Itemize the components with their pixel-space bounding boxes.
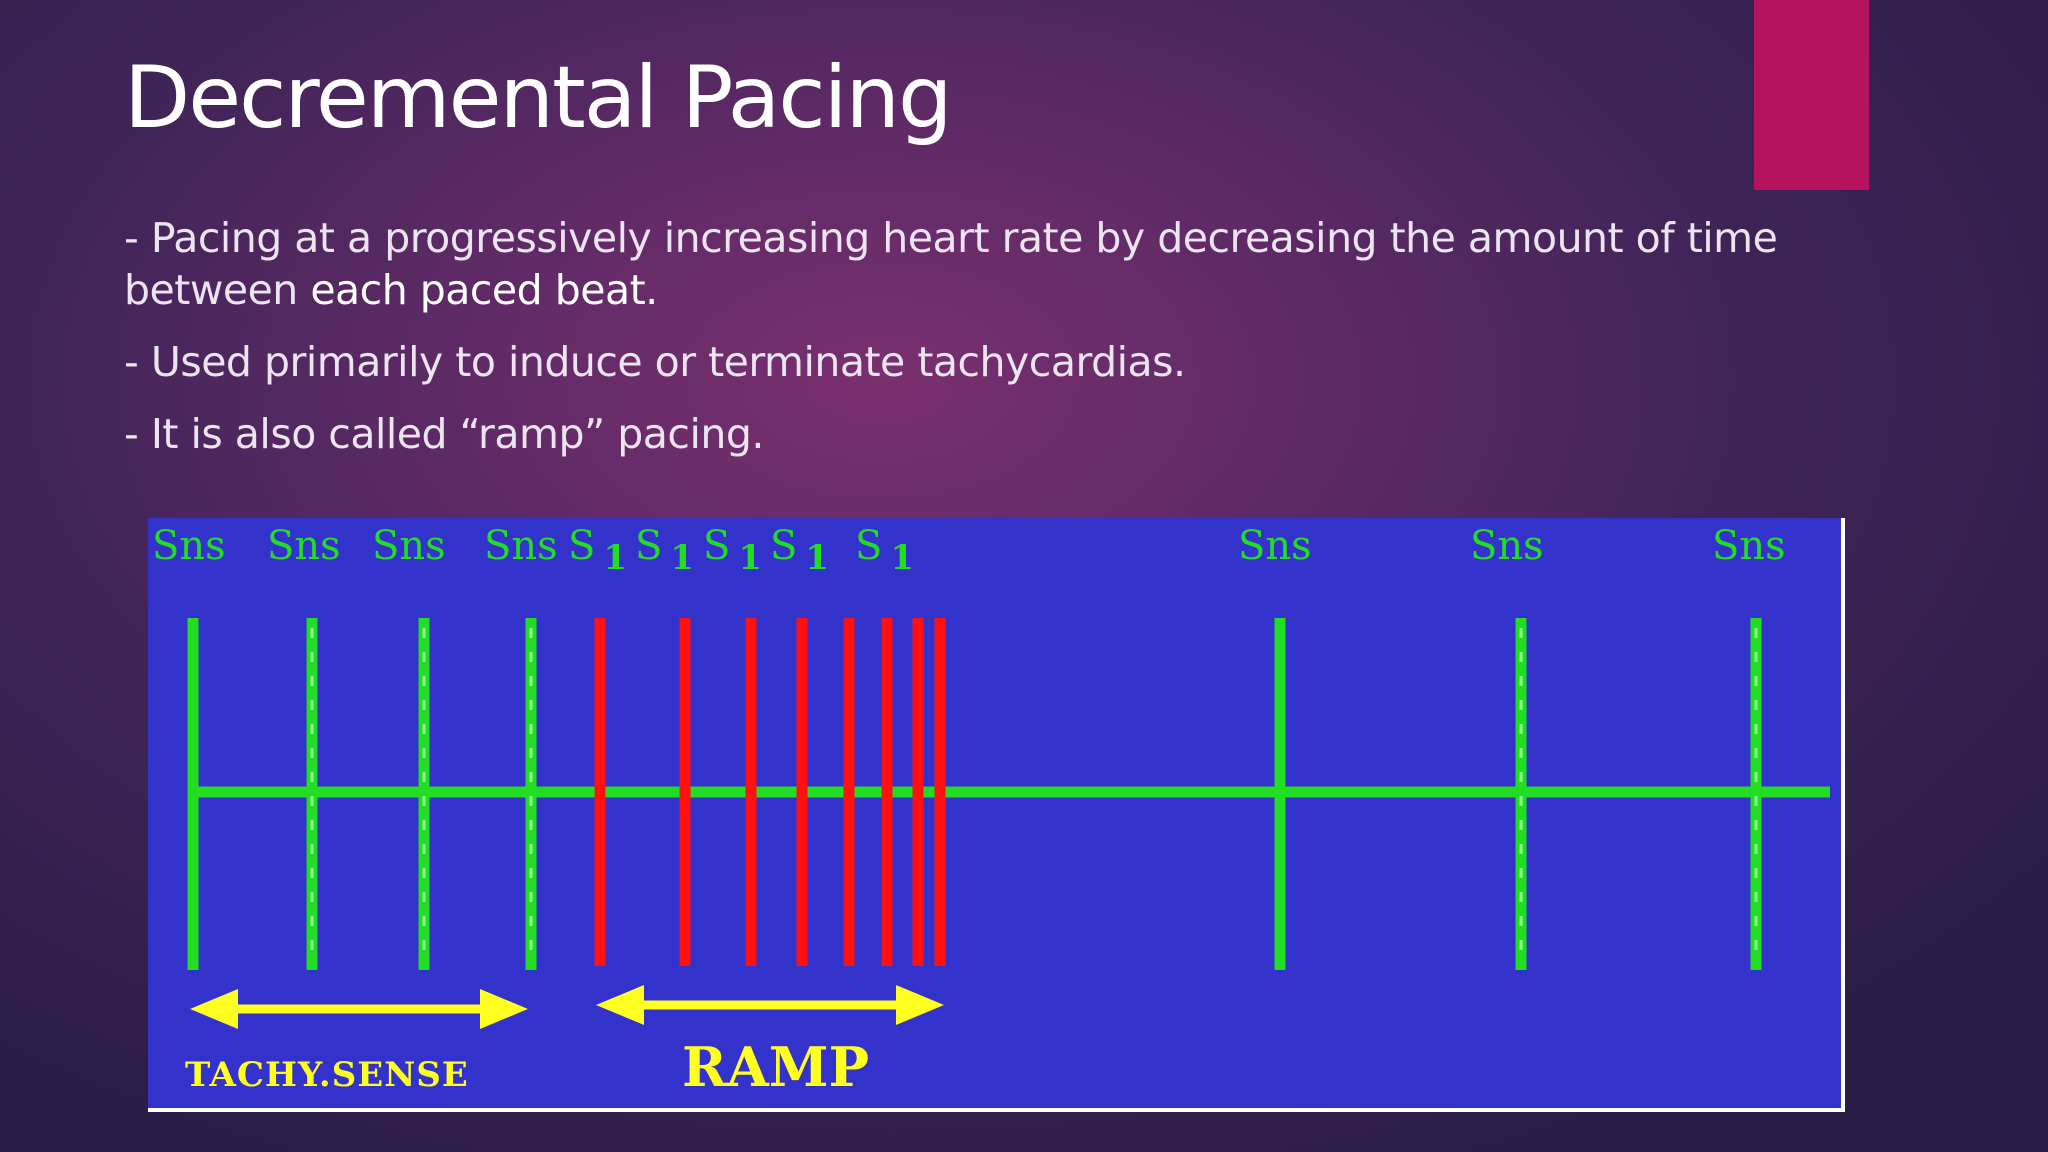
bullet-list: - Pacing at a progressively increasing h… bbox=[124, 212, 1904, 480]
sensed-marker-label: Sns bbox=[152, 523, 226, 569]
sensed-marker-label: Sns bbox=[1238, 523, 1312, 569]
paced-marker-subscript: 1 bbox=[670, 538, 694, 578]
arrow-head-left bbox=[190, 989, 238, 1029]
arrow-head-right bbox=[480, 989, 528, 1029]
sensed-marker-label: Sns bbox=[1470, 523, 1544, 569]
bullet-item: - Pacing at a progressively increasing h… bbox=[124, 212, 1904, 316]
tachy-sense-range-arrow bbox=[190, 989, 528, 1029]
sensed-marker-label: Sns bbox=[372, 523, 446, 569]
ramp-label: RAMP bbox=[682, 1035, 869, 1099]
bullet-text: - Pacing at a progressively increasing h… bbox=[124, 214, 1778, 314]
bullet-item: - It is also called “ramp” pacing. bbox=[124, 408, 1904, 460]
paced-marker-subscript: 1 bbox=[603, 538, 627, 578]
tachy-sense-label: TACHY.SENSE bbox=[185, 1055, 469, 1095]
bullet-text-emphasis: each paced beat. bbox=[310, 266, 658, 314]
diagram-canvas: Sns Sns Sns Sns S 1 S 1 S 1 S 1 S 1 Sns Sns SnsTACHY.SEN… bbox=[148, 518, 1845, 1112]
arrow-head-left bbox=[596, 985, 644, 1025]
bullet-text: - It is also called “ramp” pacing. bbox=[124, 410, 764, 458]
ramp-pacing-diagram: Sns Sns Sns Sns S 1 S 1 S 1 S 1 S 1 Sns Sns Sns TACHY.SEN… bbox=[148, 518, 1845, 1112]
ramp-range-arrow bbox=[596, 985, 944, 1025]
paced-marker-subscript: 1 bbox=[805, 538, 829, 578]
sensed-marker-label: Sns bbox=[267, 523, 341, 569]
accent-bar bbox=[1754, 0, 1869, 190]
sensed-marker-label: Sns bbox=[484, 523, 558, 569]
arrow-head-right bbox=[896, 985, 944, 1025]
paced-marker-subscript: 1 bbox=[890, 538, 914, 578]
sensed-marker-label: Sns bbox=[1712, 523, 1786, 569]
bullet-text: - Used primarily to induce or terminate … bbox=[124, 338, 1186, 386]
slide-title: Decremental Pacing bbox=[124, 48, 953, 148]
paced-marker-subscript: 1 bbox=[738, 538, 762, 578]
bullet-item: - Used primarily to induce or terminate … bbox=[124, 336, 1904, 388]
diagram-background bbox=[148, 518, 1845, 1112]
